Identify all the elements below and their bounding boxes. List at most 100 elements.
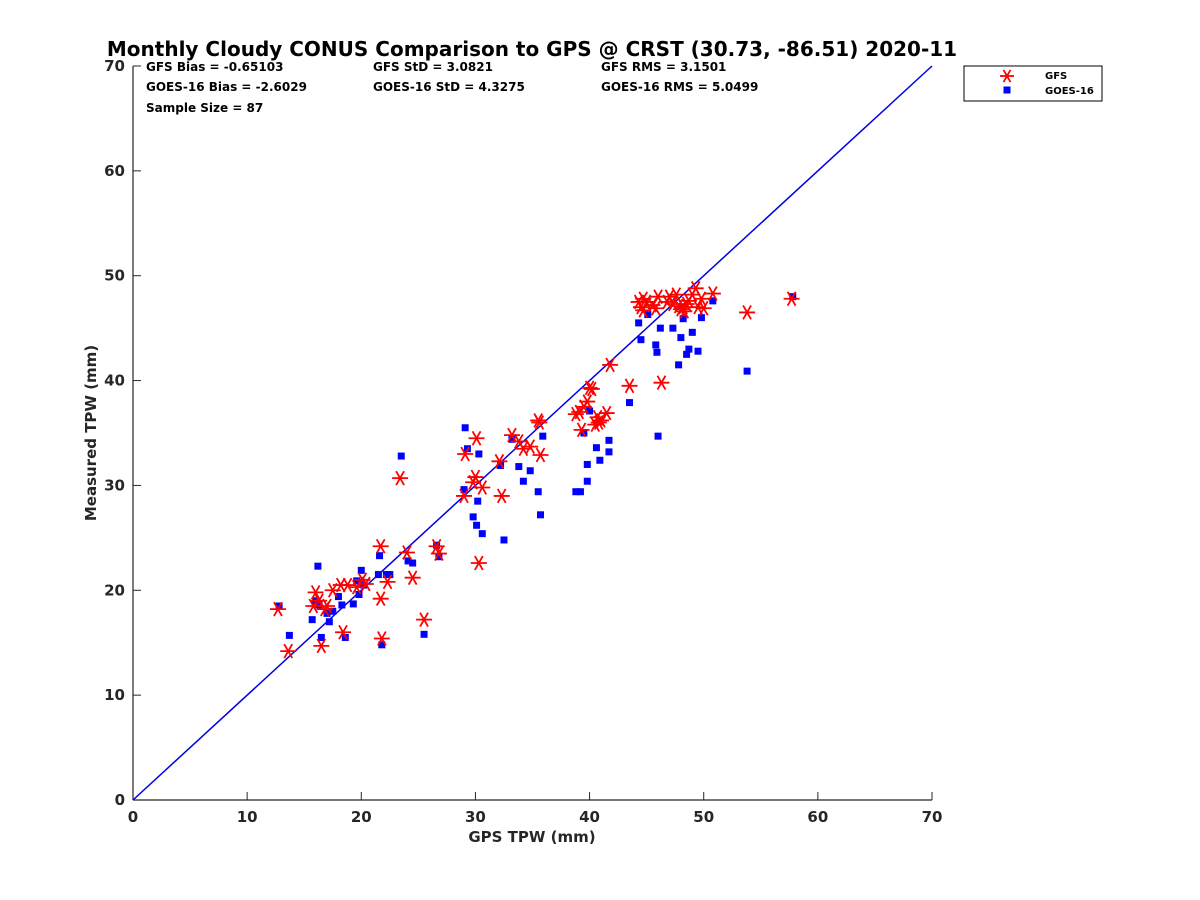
y-tick-label: 0 xyxy=(115,791,125,809)
goes16-point xyxy=(688,328,696,336)
goes16-point xyxy=(653,348,661,356)
gfs-point xyxy=(491,453,508,469)
goes16-point xyxy=(637,336,645,344)
x-tick-label: 0 xyxy=(128,808,138,826)
series-gfs xyxy=(269,280,800,659)
gfs-point xyxy=(404,570,421,586)
goes16-point xyxy=(357,566,365,574)
goes16-point xyxy=(461,424,469,432)
goes16-point xyxy=(317,633,325,641)
goes16-point xyxy=(697,314,705,322)
gfs-point xyxy=(647,300,664,316)
goes16-point xyxy=(374,571,382,579)
legend-box xyxy=(963,65,1103,102)
goes16-point xyxy=(654,432,662,440)
gfs-point xyxy=(676,303,693,319)
goes16-point xyxy=(325,618,333,626)
gfs-point xyxy=(398,545,415,560)
goes16-point xyxy=(539,432,547,440)
goes16-point xyxy=(583,477,591,485)
gfs-point xyxy=(474,480,491,495)
goes16-point xyxy=(338,601,346,609)
goes16-point xyxy=(497,462,505,470)
goes16-point xyxy=(474,497,482,505)
y-tick-label: 50 xyxy=(104,267,125,285)
gfs-point xyxy=(693,291,710,307)
goes16-point xyxy=(677,334,685,342)
goes16-point xyxy=(420,630,428,638)
series-goes16 xyxy=(275,293,797,649)
goes16-point xyxy=(334,593,342,601)
gfs-point xyxy=(430,546,447,561)
goes16-point xyxy=(683,350,691,358)
gfs-point xyxy=(592,413,609,428)
gfs-point xyxy=(783,291,800,307)
gfs-point xyxy=(313,638,330,654)
goes16-point xyxy=(508,435,516,443)
gfs-point xyxy=(704,286,721,301)
goes16-point xyxy=(308,616,316,624)
legend-gfs-label: GFS xyxy=(1045,71,1067,82)
goes16-point xyxy=(572,488,580,496)
goes16-point xyxy=(679,315,687,323)
goes16-point xyxy=(376,552,384,560)
goes16-point xyxy=(409,559,417,567)
goes16-point xyxy=(478,530,486,538)
goes16-point xyxy=(709,297,717,305)
goes16-point xyxy=(644,311,652,319)
gfs-point xyxy=(503,427,520,443)
axes xyxy=(132,66,932,801)
legend-goes16-square xyxy=(1003,86,1011,94)
gfs-point xyxy=(416,612,433,628)
goes16-point xyxy=(536,511,544,519)
stat-goes-bias: GOES-16 Bias = -2.6029 xyxy=(146,80,307,94)
gfs-point xyxy=(583,381,600,397)
legend-goes16-label: GOES-16 xyxy=(1045,86,1094,97)
stat-sample-size: Sample Size = 87 xyxy=(146,101,263,115)
gfs-point xyxy=(470,555,487,571)
goes16-point xyxy=(669,324,677,332)
stat-gfs-bias: GFS Bias = -0.65103 xyxy=(146,60,283,74)
stat-goes-std: GOES-16 StD = 4.3275 xyxy=(373,80,525,94)
x-axis-label: GPS TPW (mm) xyxy=(468,828,595,846)
gfs-point xyxy=(598,405,615,421)
gfs-point xyxy=(532,447,549,463)
legend: GFS GOES-16 xyxy=(963,65,1103,102)
gfs-point xyxy=(468,430,485,446)
chart-title: Monthly Cloudy CONUS Comparison to GPS @… xyxy=(107,37,957,61)
goes16-point xyxy=(596,456,604,464)
goes16-point xyxy=(349,600,357,608)
y-axis-ticks: 0 10 20 30 40 50 60 70 xyxy=(104,57,141,809)
x-tick-label: 50 xyxy=(693,808,714,826)
goes16-point xyxy=(469,513,477,521)
y-tick-label: 30 xyxy=(104,476,125,494)
goes16-point xyxy=(694,347,702,355)
goes16-point xyxy=(743,367,751,375)
gfs-point xyxy=(531,415,548,430)
gfs-point xyxy=(581,380,598,396)
gfs-point xyxy=(668,287,685,302)
goes16-point xyxy=(534,488,542,496)
goes16-point xyxy=(397,452,405,460)
gfs-point xyxy=(493,488,510,504)
goes16-point xyxy=(586,407,594,415)
gfs-point xyxy=(339,577,356,593)
stat-goes-rms: GOES-16 RMS = 5.0499 xyxy=(601,80,758,94)
goes16-point xyxy=(435,553,443,561)
goes16-point xyxy=(685,345,693,353)
x-tick-label: 10 xyxy=(237,808,258,826)
goes16-point xyxy=(329,607,337,615)
goes16-point xyxy=(519,477,527,485)
goes16-point xyxy=(378,641,386,649)
goes16-point xyxy=(652,341,660,349)
stats-block: GFS Bias = -0.65103 GFS StD = 3.0821 GFS… xyxy=(146,60,758,115)
gfs-point xyxy=(280,643,297,659)
gfs-point xyxy=(457,446,474,462)
gfs-point xyxy=(590,415,607,430)
goes16-point xyxy=(656,324,664,332)
goes16-point xyxy=(475,450,483,458)
goes16-point xyxy=(675,361,683,369)
gfs-point xyxy=(392,470,409,486)
one-to-one-line xyxy=(132,65,933,801)
